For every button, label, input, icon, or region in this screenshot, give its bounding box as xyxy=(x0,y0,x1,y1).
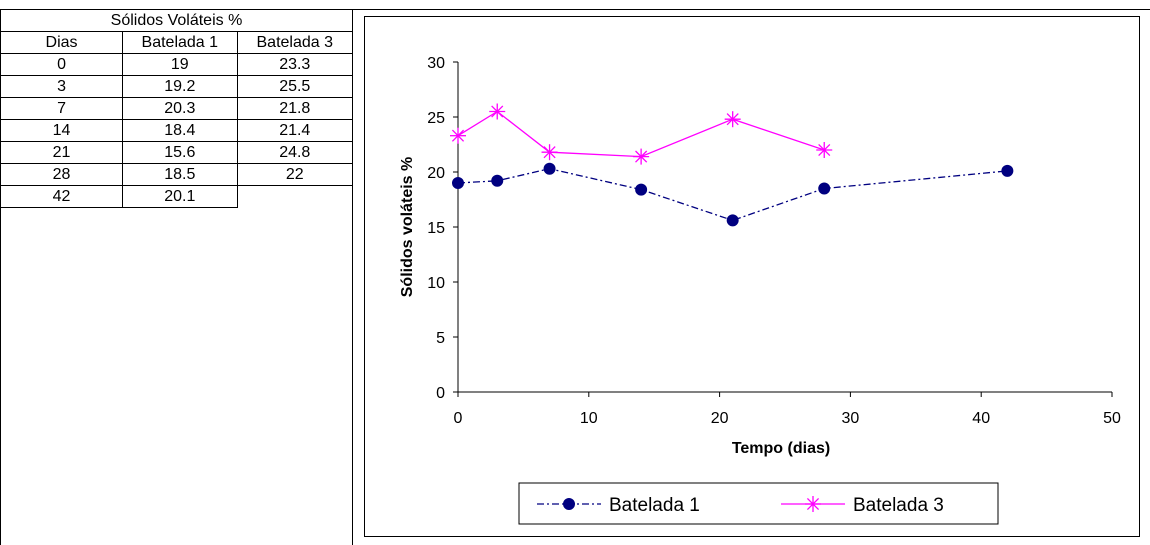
data-point xyxy=(818,182,831,195)
series-line-1 xyxy=(457,168,1008,222)
table-title: Sólidos Voláteis % xyxy=(110,12,243,29)
y-tick-label: 20 xyxy=(427,165,445,182)
chart-area: 0 5 10 15 20 25 30 0 10 20 30 40 50 Tempo (dias) Sólid… xyxy=(364,16,1140,537)
data-point xyxy=(452,177,464,189)
legend-label-1: Batelada 1 xyxy=(609,495,700,516)
data-point xyxy=(816,142,833,158)
x-axis-title: Tempo (dias) xyxy=(732,440,830,457)
table-cell: 15.6 xyxy=(122,141,238,164)
frame-left-line xyxy=(0,9,1,545)
data-point xyxy=(450,127,466,144)
line-chart: 0 5 10 15 20 25 30 0 10 20 30 40 50 Tempo (dias) Sólid… xyxy=(399,55,1121,525)
x-tick-label: 20 xyxy=(711,410,729,427)
legend-marker-1 xyxy=(563,498,575,510)
frame-divider-line xyxy=(352,9,353,545)
data-point xyxy=(491,174,504,187)
data-point xyxy=(541,144,558,161)
table-cell: 21.4 xyxy=(236,119,354,142)
table-cell: 19 xyxy=(122,53,238,76)
frame-top-line xyxy=(0,9,1150,10)
table-cell: 0 xyxy=(0,53,124,76)
y-axis-title: Sólidos voláteis % xyxy=(399,157,416,297)
table-row: 21 15.6 24.8 xyxy=(0,141,354,164)
table-grid: Dias Batelada 1 Batelada 3 0 19 23.3 3 19.2 2… xyxy=(0,31,354,208)
table-cell: 20.3 xyxy=(122,97,238,120)
data-point xyxy=(724,111,741,128)
data-point xyxy=(633,148,650,165)
table-row: 7 20.3 21.8 xyxy=(0,97,354,120)
table-row: 3 19.2 25.5 xyxy=(0,75,354,98)
data-point xyxy=(635,183,648,196)
table-cell: 21 xyxy=(0,141,124,164)
table-cell: 14 xyxy=(0,119,124,142)
y-tick-label: 25 xyxy=(427,110,445,127)
table-cell: 18.4 xyxy=(122,119,238,142)
data-point xyxy=(543,162,556,175)
data-point xyxy=(1001,164,1014,177)
table-cell xyxy=(237,186,352,208)
table-cell: 7 xyxy=(0,97,124,120)
data-point xyxy=(726,214,739,227)
x-tick-label: 0 xyxy=(454,410,463,427)
x-tick-label: 40 xyxy=(972,410,990,427)
header-batelada-3: Batelada 3 xyxy=(236,31,354,54)
table-cell: 25.5 xyxy=(236,75,354,98)
legend-marker-2 xyxy=(805,496,821,512)
table-cell: 18.5 xyxy=(122,163,238,186)
series-line-2 xyxy=(457,110,825,158)
header-batelada-1: Batelada 1 xyxy=(122,31,238,54)
legend-label-2: Batelada 3 xyxy=(853,495,944,516)
table-cell: 20.1 xyxy=(122,185,238,208)
table-cell: 22 xyxy=(236,163,354,186)
y-tick-label: 10 xyxy=(427,275,445,292)
x-tick-label: 50 xyxy=(1103,410,1121,427)
table-cell: 28 xyxy=(0,163,124,186)
table-row: 42 20.1 xyxy=(0,185,353,208)
table-row: 14 18.4 21.4 xyxy=(0,119,354,142)
y-tick-label: 15 xyxy=(427,220,445,237)
table-cell: 19.2 xyxy=(122,75,238,98)
table-row: 28 18.5 22 xyxy=(0,163,354,186)
x-tick-label: 30 xyxy=(842,410,860,427)
y-tick-label: 0 xyxy=(436,385,445,402)
table-cell: 3 xyxy=(0,75,124,98)
header-dias: Dias xyxy=(0,31,124,54)
table-cell: 42 xyxy=(0,185,124,208)
x-tick-label: 10 xyxy=(580,410,598,427)
y-tick-label: 30 xyxy=(427,55,445,72)
table-body: 0 19 23.3 3 19.2 25.5 7 20.3 21.8 14 18.4 21.4 21 15.… xyxy=(0,53,354,208)
table-row: 0 19 23.3 xyxy=(0,53,354,76)
table-cell: 24.8 xyxy=(236,141,354,164)
table-cell: 21.8 xyxy=(236,97,354,120)
y-tick-label: 5 xyxy=(436,330,445,347)
data-point xyxy=(489,103,506,120)
table-header-row: Dias Batelada 1 Batelada 3 xyxy=(0,31,354,54)
table-cell: 23.3 xyxy=(236,53,354,76)
